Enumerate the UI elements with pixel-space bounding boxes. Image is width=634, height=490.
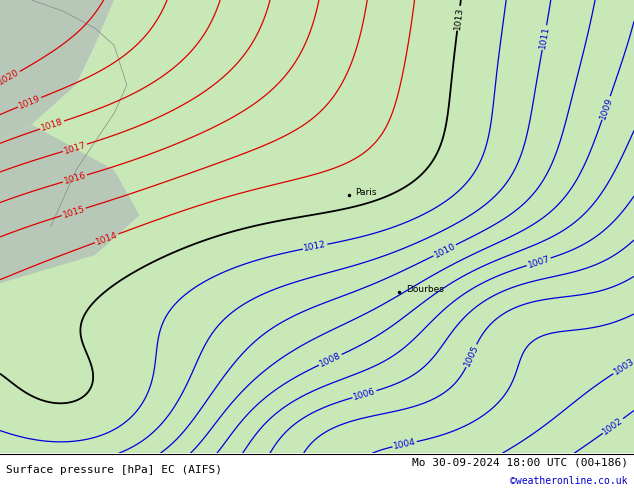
Text: Paris: Paris <box>355 189 377 197</box>
Text: 1014: 1014 <box>94 230 119 246</box>
Text: Mo 30-09-2024 18:00 UTC (00+186): Mo 30-09-2024 18:00 UTC (00+186) <box>411 458 628 467</box>
Text: 1005: 1005 <box>462 343 481 368</box>
Text: 1006: 1006 <box>353 387 377 402</box>
Text: 1016: 1016 <box>63 171 87 186</box>
Text: 1002: 1002 <box>601 416 625 437</box>
Polygon shape <box>0 0 114 142</box>
Text: 1015: 1015 <box>61 204 86 220</box>
Text: 1011: 1011 <box>538 25 551 49</box>
Text: 1003: 1003 <box>612 357 634 377</box>
Text: 1004: 1004 <box>392 438 417 451</box>
Text: 1017: 1017 <box>63 140 87 155</box>
Text: ©weatheronline.co.uk: ©weatheronline.co.uk <box>510 476 628 486</box>
Text: 1007: 1007 <box>526 254 551 270</box>
Text: 1010: 1010 <box>432 241 457 259</box>
Text: 1019: 1019 <box>17 94 42 111</box>
Text: 1018: 1018 <box>40 117 65 133</box>
Text: 1013: 1013 <box>453 6 465 30</box>
Text: 1020: 1020 <box>0 68 21 87</box>
Polygon shape <box>0 0 634 453</box>
Text: Dourbes: Dourbes <box>406 285 444 294</box>
Text: Surface pressure [hPa] EC (AIFS): Surface pressure [hPa] EC (AIFS) <box>6 465 223 475</box>
Polygon shape <box>0 124 139 283</box>
Text: 1012: 1012 <box>303 240 327 253</box>
Text: 1008: 1008 <box>318 351 342 368</box>
Text: 1009: 1009 <box>598 96 614 120</box>
